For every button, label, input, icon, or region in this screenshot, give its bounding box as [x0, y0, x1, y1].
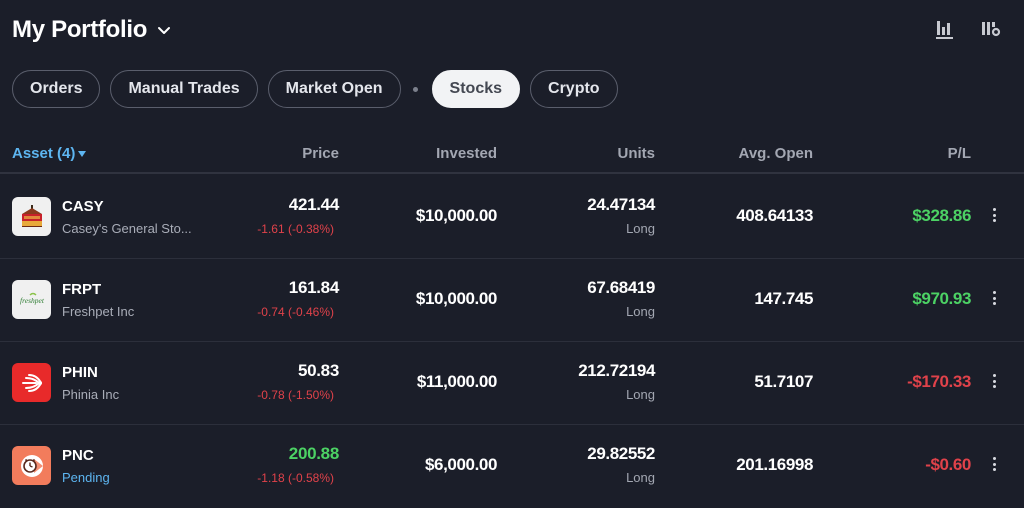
- more-options-icon[interactable]: [988, 455, 1000, 473]
- avg-open-value: 147.745: [754, 289, 813, 308]
- pending-clock-logo: [12, 446, 51, 485]
- pl-value: -$0.60: [925, 455, 971, 474]
- column-avg-open[interactable]: Avg. Open: [738, 145, 813, 162]
- more-options-icon[interactable]: [988, 206, 1000, 224]
- asset-ticker: PHIN: [62, 364, 98, 381]
- page-title: My Portfolio: [12, 16, 148, 43]
- table-row[interactable]: CASY Casey's General Sto... 421.44 -1.61…: [0, 176, 1024, 259]
- invested-amount: $11,000.00: [416, 372, 498, 391]
- pl-value: -$170.33: [907, 372, 971, 391]
- portfolio-selector[interactable]: My Portfolio: [12, 16, 171, 44]
- chip-stocks[interactable]: Stocks: [431, 70, 521, 108]
- asset-price: 421.44: [288, 195, 340, 214]
- units-value: 212.72194: [578, 361, 655, 380]
- asset-name: Freshpet Inc: [62, 304, 135, 319]
- asset-name: Casey's General Sto...: [62, 221, 192, 236]
- column-asset-label: Asset (4): [12, 145, 76, 162]
- asset-ticker: FRPT: [62, 281, 102, 298]
- asset-price: 161.84: [288, 278, 340, 297]
- table-row[interactable]: freshpet FRPT Freshpet Inc 161.84 -0.74 …: [0, 259, 1024, 342]
- units-value: 24.47134: [587, 195, 655, 214]
- chip-crypto[interactable]: Crypto: [530, 70, 618, 108]
- more-options-icon[interactable]: [988, 289, 1000, 307]
- position-direction: Long: [626, 470, 655, 485]
- sort-desc-icon: [78, 150, 87, 157]
- asset-price: 200.88: [288, 444, 340, 463]
- more-options-icon[interactable]: [988, 372, 1000, 390]
- position-direction: Long: [626, 221, 655, 236]
- column-pl[interactable]: P/L: [947, 145, 971, 162]
- invested-amount: $6,000.00: [424, 455, 497, 474]
- price-change: -1.18 (-0.58%): [257, 471, 334, 485]
- price-change: -0.78 (-1.50%): [257, 388, 334, 402]
- header: My Portfolio: [0, 0, 1024, 64]
- filter-chips: Orders Manual Trades Market Open Stocks …: [12, 70, 628, 108]
- column-units[interactable]: Units: [617, 145, 656, 162]
- pl-value: $328.86: [912, 206, 971, 225]
- position-direction: Long: [626, 387, 655, 402]
- asset-ticker: CASY: [62, 198, 104, 215]
- freshpet-logo: freshpet: [12, 280, 51, 319]
- asset-ticker: PNC: [62, 447, 94, 464]
- svg-text:freshpet: freshpet: [20, 296, 45, 305]
- chip-orders[interactable]: Orders: [12, 70, 101, 108]
- column-price[interactable]: Price: [302, 145, 339, 162]
- column-invested[interactable]: Invested: [436, 145, 497, 162]
- invested-amount: $10,000.00: [415, 206, 497, 225]
- bar-chart-icon[interactable]: [934, 18, 956, 40]
- table-header: Asset (4) Price Invested Units Avg. Open…: [0, 134, 1024, 174]
- table-row[interactable]: PNC Pending 200.88 -1.18 (-0.58%) $6,000…: [0, 425, 1024, 508]
- pending-status: Pending: [62, 470, 110, 485]
- asset-name: Phinia Inc: [62, 387, 120, 402]
- column-asset-sort[interactable]: Asset (4): [12, 145, 87, 162]
- chip-market-open[interactable]: Market Open: [267, 70, 401, 108]
- invested-amount: $10,000.00: [415, 289, 497, 308]
- position-direction: Long: [626, 304, 655, 319]
- asset-price: 50.83: [297, 361, 339, 380]
- table-row[interactable]: PHIN Phinia Inc 50.83 -0.78 (-1.50%) $11…: [0, 342, 1024, 425]
- avg-open-value: 51.7107: [754, 372, 813, 391]
- price-change: -1.61 (-0.38%): [257, 222, 334, 236]
- caseys-logo: [12, 197, 51, 236]
- phinia-logo: [12, 363, 51, 402]
- separator-dot: [412, 86, 418, 92]
- units-value: 29.82552: [587, 444, 655, 463]
- units-value: 67.68419: [587, 278, 655, 297]
- avg-open-value: 408.64133: [736, 206, 813, 225]
- avg-open-value: 201.16998: [736, 455, 813, 474]
- chevron-down-icon: [158, 27, 171, 34]
- chip-manual-trades[interactable]: Manual Trades: [110, 70, 258, 108]
- price-change: -0.74 (-0.46%): [257, 305, 334, 319]
- view-settings-icon[interactable]: [980, 18, 1002, 40]
- pl-value: $970.93: [912, 289, 971, 308]
